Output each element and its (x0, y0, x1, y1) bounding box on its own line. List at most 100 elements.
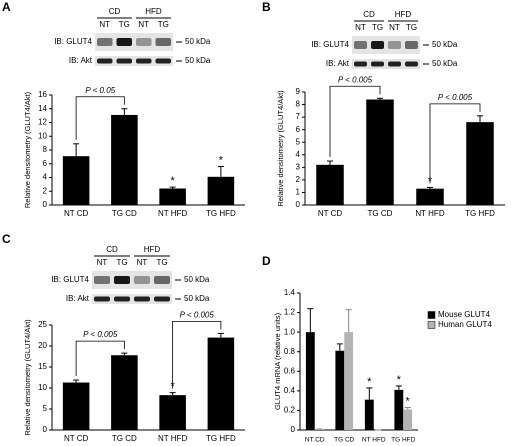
y-tick-label: 6 (296, 125, 301, 134)
bracket (429, 103, 481, 184)
blot-lane: TG (406, 23, 417, 32)
x-tick-label: TG HFD (465, 209, 495, 218)
blot-group: CD (109, 7, 121, 16)
significance-star: * (406, 395, 411, 407)
blot-row-label: IB: GLUT4 (54, 37, 92, 46)
blot-lane: TG (116, 258, 127, 267)
blot-group: HFD (395, 10, 412, 19)
y-axis-label: GLUT4 mRNA (relative units) (273, 312, 282, 410)
y-tick-label: 2 (43, 186, 48, 195)
x-tick-label: NT HFD (158, 434, 187, 443)
blot-band (155, 58, 171, 64)
bar (366, 99, 394, 205)
y-tick-label: 0.6 (284, 366, 296, 375)
legend-swatch (427, 321, 436, 329)
blot-row-label: IB: Akt (326, 59, 350, 68)
y-tick-label: 7 (296, 112, 301, 121)
y-tick-label: 0 (296, 200, 301, 209)
blot-marker: 50 kDa (432, 59, 458, 68)
bar (62, 382, 90, 430)
bracket (75, 340, 125, 377)
y-axis-label: Relative densitometry (GLUT4/Akt) (23, 91, 32, 208)
blot-marker: 50 kDa (184, 294, 210, 303)
y-tick-label: 20 (38, 341, 47, 350)
panel-letter: B (262, 0, 271, 14)
y-tick-label: 10 (38, 383, 47, 392)
blot-band (94, 276, 110, 284)
bracket-label: P < 0.05 (85, 86, 115, 95)
blot-band (94, 296, 110, 302)
blot-lane: NT (97, 258, 108, 267)
blot-strip (92, 294, 172, 304)
x-tick-label: TG CD (112, 209, 137, 218)
bar (305, 332, 315, 430)
x-tick-label: TG HFD (206, 434, 236, 443)
blot-band (354, 61, 367, 67)
blot-marker: 50 kDa (184, 275, 210, 284)
blot-band (136, 38, 152, 46)
blot-marker: 50 kDa (432, 40, 458, 49)
bracket-label: P < 0.005 (83, 330, 118, 339)
blot-band (116, 38, 132, 46)
blot-lane: NT (355, 23, 366, 32)
y-tick-label: 12 (38, 118, 47, 127)
x-tick-label: NT HFD (362, 437, 386, 444)
bar (416, 188, 444, 205)
blot-lane: NT (138, 20, 149, 29)
blot-band (154, 296, 170, 302)
blot-band (136, 58, 152, 64)
significance-star: * (219, 154, 224, 166)
panel-letter: A (2, 0, 11, 14)
bracket-label: P < 0.005 (338, 75, 373, 84)
y-tick-label: 5 (296, 137, 301, 146)
y-tick-label: 3 (296, 162, 301, 171)
y-tick-label: 8 (296, 100, 301, 109)
blot-band (388, 61, 401, 67)
blot-lane: NT (99, 20, 110, 29)
y-tick-label: 4 (43, 173, 48, 182)
blot-group: CD (106, 245, 118, 254)
blot-band (97, 38, 113, 46)
blot-band (371, 61, 384, 67)
bar (403, 409, 413, 430)
x-tick-label: NT CD (305, 437, 325, 444)
blot-band (97, 58, 113, 64)
blot-row-label: IB: GLUT4 (311, 40, 349, 49)
blot-marker: 50 kDa (185, 56, 211, 65)
blot-strip (352, 36, 420, 54)
x-tick-label: NT CD (64, 434, 89, 443)
legend-swatch (427, 311, 436, 319)
bracket-label: P < 0.005 (438, 93, 473, 102)
bar (62, 156, 90, 205)
bar (364, 399, 374, 430)
blot-band (114, 296, 130, 302)
blot-strip (95, 33, 173, 51)
y-tick-label: 1.0 (284, 327, 296, 336)
bracket (329, 85, 381, 158)
bar (111, 114, 138, 205)
x-tick-label: NT HFD (158, 209, 187, 218)
bar (316, 164, 344, 205)
blot-band (371, 41, 384, 49)
blot-lane: NT (137, 258, 148, 267)
y-tick-label: 10 (38, 131, 47, 140)
bracket (172, 321, 222, 389)
significance-star: * (367, 376, 372, 388)
panel-letter: D (262, 254, 271, 268)
y-tick-label: 15 (38, 362, 47, 371)
y-tick-label: 2 (296, 175, 301, 184)
x-tick-label: NT CD (318, 209, 343, 218)
blot-band (154, 276, 170, 284)
y-tick-label: 1 (296, 188, 301, 197)
panel-letter: C (2, 232, 11, 246)
blot-lane: TG (372, 23, 383, 32)
blot-group: CD (363, 10, 375, 19)
bar (111, 355, 138, 430)
x-tick-label: TG CD (334, 437, 355, 444)
blot-band (388, 41, 401, 49)
blot-row-label: IB: Akt (69, 56, 93, 65)
bracket (75, 96, 125, 140)
bar (207, 337, 235, 430)
significance-star: * (170, 175, 175, 187)
